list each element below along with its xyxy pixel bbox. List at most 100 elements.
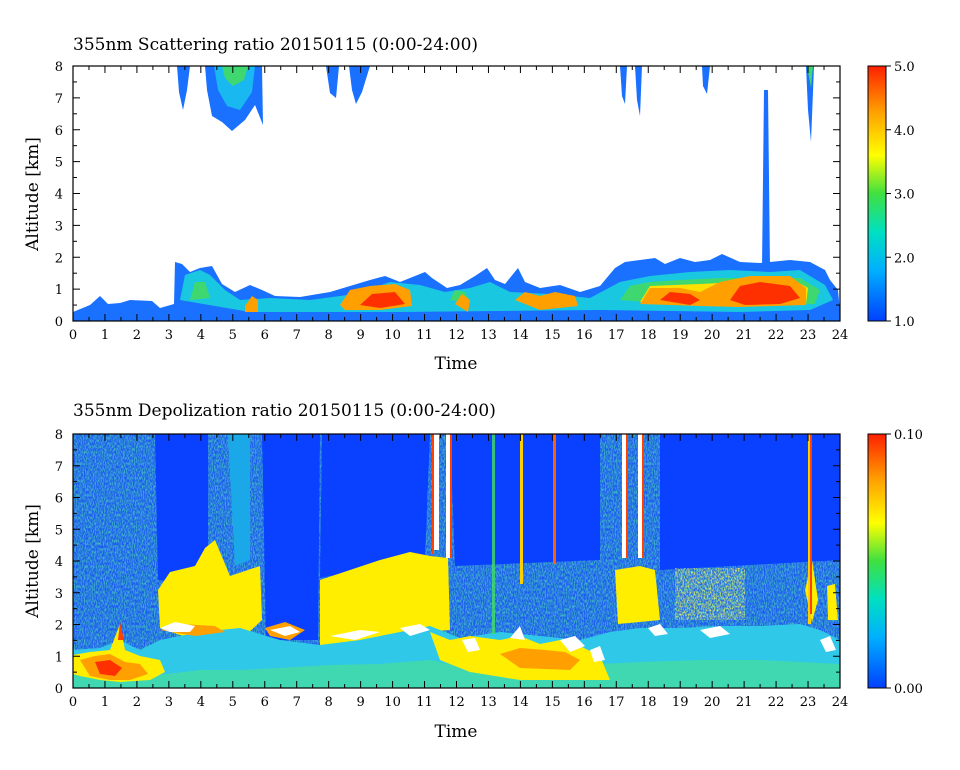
boundary-layer [95, 660, 122, 676]
colorbar-tick-label: 2.0 [894, 251, 915, 266]
clear-column [450, 434, 600, 566]
y-tick-label: 0 [55, 682, 63, 697]
x-tick-label: 4 [197, 328, 205, 343]
cloud-layer [806, 66, 814, 142]
cloud-layer [702, 66, 710, 94]
x-tick-label: 11 [416, 695, 433, 710]
virga-streak [642, 434, 644, 558]
x-tick-label: 5 [229, 695, 237, 710]
clear-column [228, 434, 250, 566]
y-tick-label: 2 [55, 251, 63, 266]
depol-layer [675, 568, 745, 620]
y-tick-label: 7 [55, 460, 63, 475]
colorbar-tick-label: 1.0 [894, 315, 915, 330]
virga-streak [520, 434, 523, 584]
clear-column [320, 434, 430, 578]
y-tick-label: 7 [55, 92, 63, 107]
depolarization-chart-title: 355nm Depolization ratio 20150115 (0:00-… [73, 401, 496, 421]
x-tick-label: 18 [640, 695, 657, 710]
x-tick-label: 23 [800, 328, 817, 343]
x-tick-label: 21 [736, 695, 753, 710]
x-tick-label: 20 [704, 695, 721, 710]
x-tick-label: 1 [101, 328, 109, 343]
x-tick-label: 15 [544, 695, 561, 710]
y-tick-label: 5 [55, 523, 63, 538]
y-tick-label: 6 [55, 124, 63, 139]
cloud-layer [326, 66, 339, 98]
x-tick-label: 2 [133, 695, 141, 710]
cloud-layer [349, 66, 370, 104]
virga-streak [434, 434, 439, 550]
virga-streak [638, 434, 642, 558]
x-tick-label: 22 [768, 328, 785, 343]
virga-streak [553, 434, 556, 564]
colorbar-tick-label: 0.10 [894, 428, 923, 443]
x-tick-label: 5 [229, 328, 237, 343]
y-tick-label: 1 [55, 650, 63, 665]
colorbar-tick-label: 3.0 [894, 188, 915, 203]
clear-column [262, 434, 320, 640]
x-tick-label: 17 [608, 328, 625, 343]
depolarization-axes: 0 1 2 3 4 5 6 7 8 9 10 11 12 13 14 15 16 17 18 19 20 21 22 23 24… [55, 428, 849, 710]
depolarization-plot-area [73, 434, 840, 688]
virga-streak [450, 434, 452, 558]
x-tick-label: 17 [608, 695, 625, 710]
colorbar-tick-label: 5.0 [894, 60, 915, 75]
x-tick-label: 8 [325, 695, 333, 710]
x-tick-label: 2 [133, 328, 141, 343]
x-tick-label: 10 [384, 695, 401, 710]
depolarization-x-axis-label: Time [435, 722, 478, 742]
depolarization-colorbar [867, 433, 887, 689]
x-tick-label: 19 [672, 328, 689, 343]
x-tick-label: 1 [101, 695, 109, 710]
depol-layer [158, 540, 262, 650]
virga-streak [492, 434, 495, 634]
virga-streak [446, 434, 450, 558]
x-tick-label: 4 [197, 695, 205, 710]
cloud-base [118, 622, 124, 640]
y-tick-label: 6 [55, 492, 63, 507]
x-tick-label: 19 [672, 695, 689, 710]
x-tick-label: 13 [480, 328, 497, 343]
x-tick-label: 18 [640, 328, 657, 343]
scattering-colorbar [867, 65, 887, 322]
virga-streak [808, 434, 811, 624]
x-tick-label: 7 [293, 328, 301, 343]
scattering-ratio-panel: 355nm Scattering ratio 20150115 (0:00-24… [23, 35, 915, 374]
x-tick-label: 8 [325, 328, 333, 343]
x-tick-label: 14 [512, 695, 529, 710]
x-tick-label: 0 [69, 328, 77, 343]
colorbar-tick-label: 0.00 [894, 682, 923, 697]
depolarization-y-axis-label: Altitude [km] [23, 504, 43, 619]
cloud-layer [620, 66, 627, 104]
y-tick-label: 1 [55, 283, 63, 298]
virga-streak [622, 434, 626, 558]
cloud-layer [762, 90, 770, 268]
x-tick-label: 20 [704, 328, 721, 343]
x-tick-label: 11 [416, 328, 433, 343]
x-tick-label: 24 [832, 695, 849, 710]
x-tick-label: 13 [480, 695, 497, 710]
x-tick-label: 21 [736, 328, 753, 343]
y-tick-label: 3 [55, 219, 63, 234]
scattering-axes: 0 1 2 3 4 5 6 7 8 9 10 11 12 13 14 15 16 17 18 19 20 21 22 23 24… [55, 60, 849, 343]
boundary-layer [500, 648, 580, 670]
clear-column [660, 434, 840, 570]
depol-layer [805, 560, 838, 622]
virga-streak [626, 434, 628, 558]
x-tick-label: 23 [800, 695, 817, 710]
x-tick-label: 7 [293, 695, 301, 710]
x-tick-label: 3 [165, 328, 173, 343]
y-tick-label: 4 [55, 555, 63, 570]
x-tick-label: 16 [576, 328, 593, 343]
aerosol-layer [360, 282, 800, 308]
x-tick-label: 22 [768, 695, 785, 710]
depolarization-colorbar-ticks: 0.00 0.10 [886, 428, 923, 697]
depol-layer [615, 566, 660, 624]
boundary-layer [160, 622, 305, 640]
virga-streak [810, 434, 812, 614]
x-tick-label: 14 [512, 328, 529, 343]
y-tick-label: 4 [55, 188, 63, 203]
x-tick-label: 9 [356, 328, 364, 343]
x-tick-label: 3 [165, 695, 173, 710]
